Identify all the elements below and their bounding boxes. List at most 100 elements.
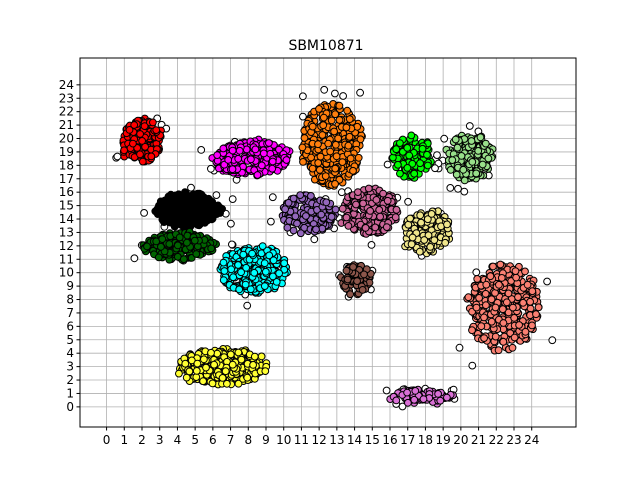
cluster-point — [408, 159, 417, 168]
outlier-point — [431, 164, 439, 173]
outlier-point — [356, 88, 365, 97]
cluster-point — [383, 196, 392, 205]
cluster-point — [392, 205, 401, 214]
cluster-point — [160, 218, 168, 227]
y-tick-label: 1 — [66, 386, 74, 400]
outlier-point — [140, 209, 149, 217]
cluster-point — [193, 359, 202, 368]
cluster-point — [426, 243, 435, 251]
y-tick-label: 7 — [66, 306, 74, 320]
y-tick-label: 9 — [66, 279, 74, 293]
x-tick-label: 5 — [191, 433, 199, 447]
cluster-point — [512, 273, 520, 282]
cluster-point — [242, 263, 251, 272]
cluster-point — [315, 166, 324, 174]
cluster-point — [407, 240, 416, 249]
cluster-point — [491, 332, 500, 341]
cluster-point — [176, 193, 185, 202]
outlier-point — [367, 241, 376, 249]
cluster-point — [192, 196, 201, 204]
y-tick-label: 23 — [59, 91, 74, 105]
cluster-point — [342, 266, 351, 275]
cluster-point — [344, 222, 353, 230]
y-tick-label: 18 — [59, 158, 74, 172]
cluster-point — [299, 158, 307, 166]
cluster-point — [403, 144, 412, 152]
cluster-point — [327, 116, 336, 125]
cluster-point — [498, 305, 507, 314]
cluster-point — [207, 244, 216, 253]
cluster-point — [352, 200, 360, 209]
cluster-point — [179, 255, 188, 264]
cluster-point — [419, 395, 428, 404]
y-tick-label: 22 — [59, 105, 74, 119]
cluster-point — [143, 242, 151, 251]
cluster-point — [141, 142, 150, 151]
cluster-point — [208, 379, 217, 388]
y-tick-label: 11 — [59, 252, 74, 266]
cluster-point — [327, 212, 336, 221]
cluster-point — [468, 158, 477, 166]
cluster-point — [457, 152, 466, 160]
cluster-point — [521, 267, 529, 276]
cluster-point — [330, 127, 339, 136]
cluster-point — [307, 153, 316, 162]
outlier-point — [548, 336, 557, 345]
cluster-point — [218, 374, 227, 382]
cluster-point — [319, 121, 328, 130]
cluster-point — [289, 226, 298, 235]
cluster-point — [480, 313, 488, 322]
cluster-point — [494, 346, 503, 355]
x-tick-label: 14 — [347, 433, 362, 447]
outlier-point — [310, 235, 319, 244]
x-tick-label: 12 — [312, 433, 327, 447]
cluster-point — [300, 134, 309, 142]
cluster-point — [162, 202, 171, 211]
cluster-point — [175, 369, 183, 378]
y-tick-label: 14 — [59, 212, 74, 226]
outlier-point — [197, 146, 206, 154]
cluster-point — [221, 367, 230, 376]
cluster-point — [197, 215, 206, 224]
cluster-point — [379, 189, 388, 198]
cluster-point — [200, 355, 208, 364]
cluster-point — [509, 303, 517, 312]
cluster-point — [237, 355, 246, 364]
cluster-point — [219, 258, 228, 267]
x-tick-label: 9 — [262, 433, 270, 447]
cluster-point — [257, 352, 266, 361]
outlier-point — [320, 85, 329, 94]
cluster-point — [392, 145, 401, 154]
cluster-point — [418, 144, 427, 153]
outlier-point — [207, 164, 215, 173]
cluster-point — [345, 115, 354, 123]
chart-title: SBM10871 — [288, 38, 363, 54]
x-tick-label: 8 — [244, 433, 252, 447]
x-tick-label: 13 — [329, 433, 344, 447]
y-tick-label: 19 — [59, 145, 74, 159]
cluster-point — [476, 133, 485, 142]
cluster-point — [406, 214, 415, 223]
axis-ticks: 0 1 2 3 4 5 6 7 8 9 10 11 12 13 14 15 16 17 18 19 20 21 22 23 24… — [59, 78, 540, 447]
outlier-point — [455, 343, 464, 352]
cluster-point — [199, 377, 208, 386]
cluster-point — [446, 166, 455, 174]
cluster-point — [349, 263, 358, 271]
cluster-point — [302, 212, 310, 220]
cluster-point — [138, 137, 147, 145]
cluster-point — [129, 139, 137, 148]
outlier-point — [228, 195, 237, 204]
cluster-point — [125, 125, 134, 134]
outlier-point — [212, 191, 221, 200]
cluster-point — [181, 221, 190, 230]
cluster-point — [452, 170, 461, 179]
cluster-point — [417, 218, 426, 227]
cluster-point — [371, 223, 380, 232]
cluster-point — [176, 205, 185, 213]
cluster-point — [219, 276, 228, 285]
cluster-point — [366, 207, 375, 215]
outlier-point — [228, 240, 236, 249]
cluster-point — [181, 359, 190, 368]
cluster-point — [251, 145, 260, 154]
